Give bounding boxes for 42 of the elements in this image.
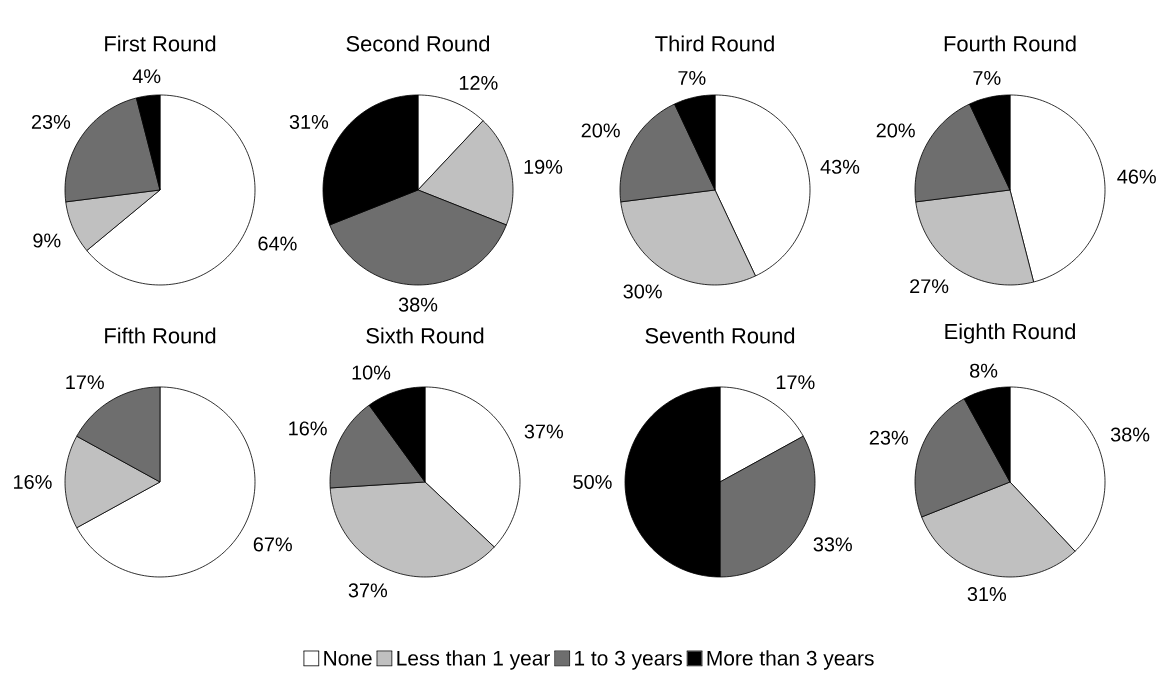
data-label: 20%: [876, 123, 915, 138]
data-label: 64%: [258, 236, 297, 251]
chart-title: First Round: [105, 35, 216, 52]
data-label: 10%: [352, 365, 391, 380]
data-label: 27%: [910, 279, 949, 294]
chart-title: Third Round: [655, 35, 774, 52]
data-label: 23%: [31, 114, 71, 129]
legend-label: None: [324, 651, 372, 666]
data-label: 31%: [967, 587, 1007, 602]
data-label: 38%: [1110, 427, 1150, 442]
chart-title: Fourth Round: [944, 35, 1076, 52]
data-label: 17%: [776, 375, 815, 390]
data-label: 16%: [14, 474, 52, 490]
data-label: 43%: [820, 159, 860, 174]
data-label: 8%: [970, 363, 998, 378]
data-label: 7%: [973, 71, 1001, 85]
data-label: 12%: [459, 75, 498, 90]
data-label: 37%: [524, 424, 564, 439]
data-label: 46%: [1117, 169, 1156, 184]
data-label: 37%: [348, 583, 388, 598]
chart-title: Seventh Round: [645, 327, 795, 344]
legend-label: 1 to 3 years: [575, 650, 682, 670]
data-label: 23%: [869, 430, 908, 445]
data-label: 4%: [132, 69, 161, 84]
chart-title: Second Round: [346, 35, 490, 52]
legend-label: Less than 1 year: [397, 650, 551, 670]
data-label: 33%: [813, 537, 852, 552]
data-label: 20%: [581, 123, 620, 138]
data-label: 17%: [66, 375, 104, 390]
data-label: 7%: [678, 71, 706, 85]
chart-title: Sixth Round: [366, 327, 484, 344]
chart-title: Eighth Round: [945, 323, 1075, 344]
data-label: 9%: [33, 233, 61, 248]
data-label: 38%: [398, 297, 438, 312]
data-label: 50%: [573, 474, 612, 490]
data-label: 67%: [253, 537, 292, 552]
data-label: 31%: [289, 114, 329, 129]
data-label: 19%: [524, 159, 563, 174]
data-label: 30%: [623, 284, 662, 299]
chart-title: Fifth Round: [105, 327, 216, 344]
legend-label: More than 3 years: [707, 650, 874, 670]
data-label: 16%: [289, 421, 327, 436]
